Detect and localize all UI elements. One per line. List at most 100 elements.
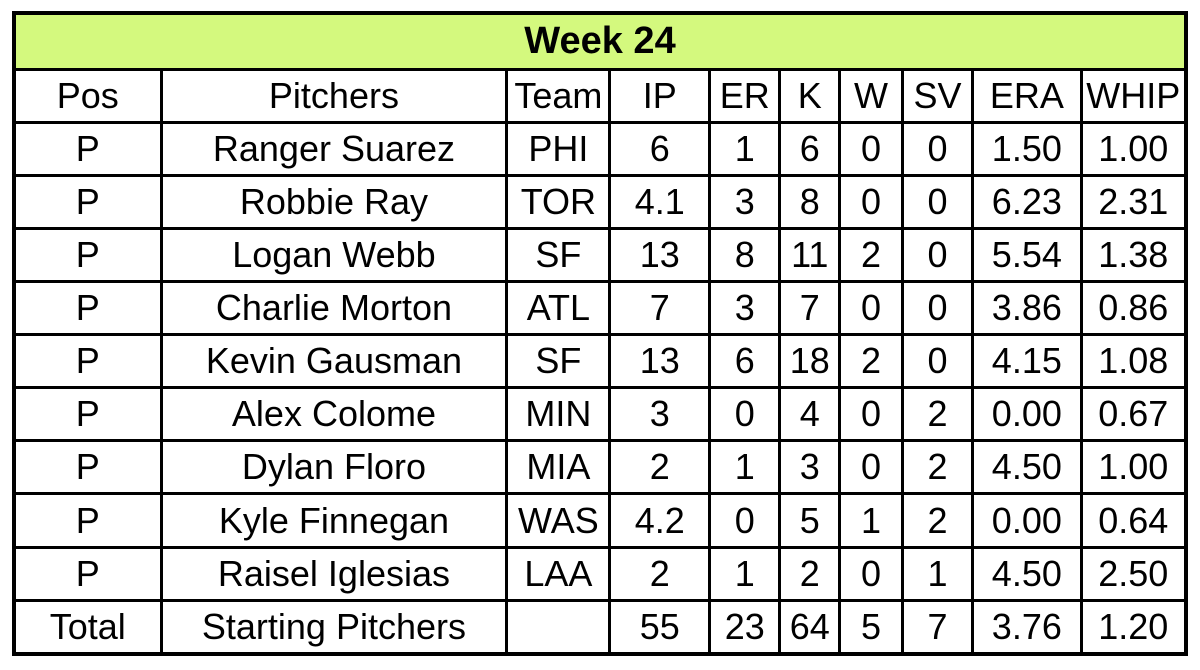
cell-team: ATL	[505, 280, 612, 337]
total-w: 5	[838, 598, 904, 656]
cell-w: 0	[838, 386, 904, 443]
pitcher-row: P Dylan Floro MIA 2 1 3 0 2 4.50 1.00	[12, 439, 1188, 496]
cell-pos: P	[12, 174, 163, 231]
cell-team: LAA	[505, 545, 612, 602]
pitcher-row: P Ranger Suarez PHI 6 1 6 0 0 1.50 1.00	[12, 121, 1188, 178]
cell-pitcher: Raisel Iglesias	[159, 545, 509, 602]
column-header-era: ERA	[971, 67, 1083, 125]
cell-pitcher: Kyle Finnegan	[159, 492, 509, 549]
cell-pos: P	[12, 121, 163, 178]
cell-sv: 0	[900, 333, 975, 390]
total-label: Total	[12, 598, 163, 656]
cell-k: 11	[778, 227, 842, 284]
cell-w: 1	[838, 492, 904, 549]
cell-pitcher: Kevin Gausman	[159, 333, 509, 390]
cell-team: WAS	[505, 492, 612, 549]
cell-sv: 1	[900, 545, 975, 602]
cell-ip: 4.1	[608, 174, 712, 231]
cell-sv: 0	[900, 280, 975, 337]
cell-er: 1	[708, 439, 782, 496]
cell-ip: 4.2	[608, 492, 712, 549]
cell-pitcher: Dylan Floro	[159, 439, 509, 496]
cell-k: 7	[778, 280, 842, 337]
column-header-pos: Pos	[12, 67, 163, 125]
cell-ip: 13	[608, 333, 712, 390]
cell-whip: 0.86	[1079, 280, 1188, 337]
cell-era: 4.15	[971, 333, 1083, 390]
pitcher-row: P Kevin Gausman SF 13 6 18 2 0 4.15 1.08	[12, 333, 1188, 390]
cell-er: 6	[708, 333, 782, 390]
total-team-empty	[505, 598, 612, 656]
total-sv: 7	[900, 598, 975, 656]
column-header-ip: IP	[608, 67, 712, 125]
cell-team: SF	[505, 227, 612, 284]
total-era: 3.76	[971, 598, 1083, 656]
total-ip: 55	[608, 598, 712, 656]
cell-w: 0	[838, 545, 904, 602]
column-header-team: Team	[505, 67, 612, 125]
cell-team: MIA	[505, 439, 612, 496]
cell-ip: 2	[608, 439, 712, 496]
cell-sv: 0	[900, 227, 975, 284]
cell-er: 8	[708, 227, 782, 284]
cell-pos: P	[12, 280, 163, 337]
cell-ip: 3	[608, 386, 712, 443]
cell-w: 0	[838, 174, 904, 231]
cell-k: 18	[778, 333, 842, 390]
cell-ip: 2	[608, 545, 712, 602]
cell-era: 3.86	[971, 280, 1083, 337]
column-header-w: W	[838, 67, 904, 125]
cell-k: 2	[778, 545, 842, 602]
column-header-k: K	[778, 67, 842, 125]
pitcher-row: P Logan Webb SF 13 8 11 2 0 5.54 1.38	[12, 227, 1188, 284]
cell-team: MIN	[505, 386, 612, 443]
cell-whip: 0.64	[1079, 492, 1188, 549]
cell-er: 1	[708, 121, 782, 178]
total-k: 64	[778, 598, 842, 656]
cell-team: TOR	[505, 174, 612, 231]
cell-pos: P	[12, 492, 163, 549]
cell-sv: 2	[900, 386, 975, 443]
pitcher-row: P Charlie Morton ATL 7 3 7 0 0 3.86 0.86	[12, 280, 1188, 337]
cell-whip: 1.00	[1079, 439, 1188, 496]
total-er: 23	[708, 598, 782, 656]
pitcher-stats-table: Week 24 Pos Pitchers Team IP ER K W SV E…	[12, 11, 1188, 656]
week-24-table: Week 24 Pos Pitchers Team IP ER K W SV E…	[12, 11, 1188, 656]
column-header-pitchers: Pitchers	[159, 67, 509, 125]
cell-sv: 2	[900, 492, 975, 549]
cell-w: 2	[838, 333, 904, 390]
pitcher-row: P Raisel Iglesias LAA 2 1 2 0 1 4.50 2.5…	[12, 545, 1188, 602]
cell-pitcher: Robbie Ray	[159, 174, 509, 231]
pitcher-row: P Alex Colome MIN 3 0 4 0 2 0.00 0.67	[12, 386, 1188, 443]
header-row: Pos Pitchers Team IP ER K W SV ERA WHIP	[12, 67, 1188, 125]
cell-k: 8	[778, 174, 842, 231]
cell-k: 6	[778, 121, 842, 178]
cell-pos: P	[12, 333, 163, 390]
cell-er: 0	[708, 492, 782, 549]
cell-w: 2	[838, 227, 904, 284]
cell-whip: 2.31	[1079, 174, 1188, 231]
cell-pos: P	[12, 386, 163, 443]
cell-ip: 6	[608, 121, 712, 178]
cell-er: 3	[708, 280, 782, 337]
cell-whip: 1.00	[1079, 121, 1188, 178]
cell-ip: 13	[608, 227, 712, 284]
cell-pitcher: Charlie Morton	[159, 280, 509, 337]
cell-w: 0	[838, 439, 904, 496]
column-header-er: ER	[708, 67, 782, 125]
cell-er: 0	[708, 386, 782, 443]
cell-k: 4	[778, 386, 842, 443]
cell-whip: 1.08	[1079, 333, 1188, 390]
pitcher-row: P Kyle Finnegan WAS 4.2 0 5 1 2 0.00 0.6…	[12, 492, 1188, 549]
cell-team: PHI	[505, 121, 612, 178]
cell-er: 3	[708, 174, 782, 231]
cell-whip: 0.67	[1079, 386, 1188, 443]
cell-team: SF	[505, 333, 612, 390]
cell-w: 0	[838, 280, 904, 337]
cell-pitcher: Ranger Suarez	[159, 121, 509, 178]
cell-pos: P	[12, 227, 163, 284]
cell-sv: 2	[900, 439, 975, 496]
total-whip: 1.20	[1079, 598, 1188, 656]
column-header-sv: SV	[900, 67, 975, 125]
cell-era: 1.50	[971, 121, 1083, 178]
